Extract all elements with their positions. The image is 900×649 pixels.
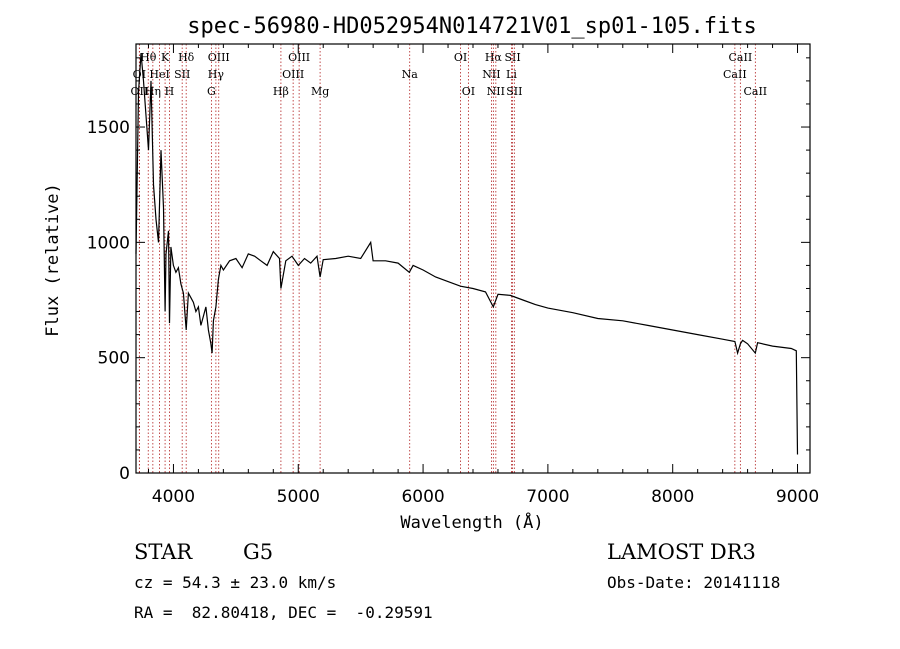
spectral-class: G5 xyxy=(243,540,274,564)
object-type: STAR xyxy=(134,540,193,564)
y-tick-label: 1500 xyxy=(87,118,130,138)
x-axis-label: Wavelength (Å) xyxy=(400,511,543,533)
obs-date: Obs-Date: 20141118 xyxy=(607,573,781,592)
marker-label: K xyxy=(161,51,170,64)
chart-title: spec-56980-HD052954N014721V01_sp01-105.f… xyxy=(187,14,757,39)
marker-label: CaII xyxy=(723,68,747,81)
coordinates: RA = 82.80418, DEC = -0.29591 xyxy=(134,603,433,622)
plot-frame xyxy=(135,43,811,474)
marker-label: HeI xyxy=(149,68,169,81)
marker-label: SII xyxy=(506,85,522,98)
y-tick-label: 0 xyxy=(119,464,130,484)
marker-label: Hθ xyxy=(140,51,157,64)
y-axis-label: Flux (relative) xyxy=(43,183,63,337)
marker-label: Hβ xyxy=(273,85,289,98)
survey-name: LAMOST DR3 xyxy=(607,540,756,564)
x-tick-label: 6000 xyxy=(401,487,444,507)
marker-label: CaII xyxy=(743,85,767,98)
marker-label: OIII xyxy=(282,68,304,81)
x-tick-label: 4000 xyxy=(152,487,195,507)
marker-label: OIII xyxy=(208,51,230,64)
marker-label: CaII xyxy=(729,51,753,64)
marker-label: SII xyxy=(504,51,520,64)
marker-label: Na xyxy=(402,68,419,81)
marker-label: OI xyxy=(462,85,475,98)
marker-label: NII xyxy=(482,68,500,81)
marker-label: NII xyxy=(487,85,505,98)
x-tick-label: 9000 xyxy=(776,487,819,507)
marker-label: SII xyxy=(174,68,190,81)
marker-label: G xyxy=(207,85,216,98)
x-tick-label: 8000 xyxy=(651,487,694,507)
marker-label: OIII xyxy=(288,51,310,64)
marker-label: Li xyxy=(506,68,517,81)
marker-label: Mg xyxy=(311,85,329,98)
y-tick-label: 1000 xyxy=(87,233,130,253)
x-tick-label: 7000 xyxy=(526,487,569,507)
marker-label: Hη xyxy=(145,85,161,98)
axis-ticks: 4000 5000 6000 7000 8000 9000 0 500 1000 1500 xyxy=(87,44,819,507)
marker-label: Hδ xyxy=(178,51,195,64)
y-tick-label: 500 xyxy=(98,349,130,369)
marker-label: Hγ xyxy=(208,68,225,81)
redshift-text: cz = 54.3 ± 23.0 km/s xyxy=(134,573,337,592)
x-tick-label: 5000 xyxy=(277,487,320,507)
marker-label: Hα xyxy=(485,51,503,64)
spectrum-line xyxy=(135,53,799,455)
marker-label: OI xyxy=(454,51,467,64)
marker-label: H xyxy=(165,85,175,98)
